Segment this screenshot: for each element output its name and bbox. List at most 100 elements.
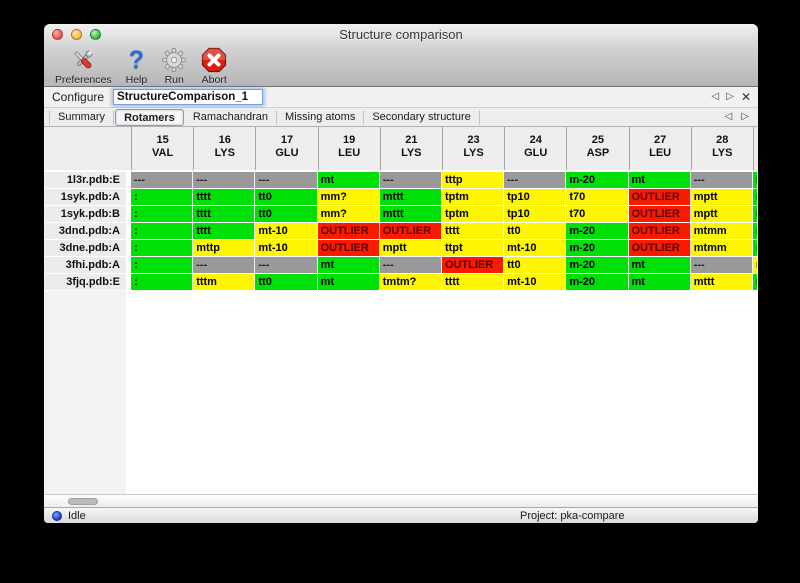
prev-pane-icon[interactable]: ◁ bbox=[711, 91, 720, 102]
rotamer-cell[interactable]: mt bbox=[317, 274, 380, 291]
rotamer-cell[interactable]: mt bbox=[628, 257, 691, 274]
title-bar[interactable]: Structure comparison bbox=[44, 24, 758, 44]
tab-ramachandran[interactable]: Ramachandran bbox=[185, 109, 278, 125]
preferences-button[interactable]: Preferences bbox=[50, 45, 117, 87]
minimize-window-button[interactable] bbox=[71, 29, 82, 40]
rotamer-cell[interactable]: tttp bbox=[441, 172, 505, 189]
rotamer-cell[interactable]: mt-10 bbox=[255, 240, 318, 257]
next-tab-icon[interactable]: ▷ bbox=[741, 111, 749, 122]
rotamer-cell[interactable]: mtmm bbox=[690, 223, 753, 240]
rotamer-cell[interactable]: --- bbox=[690, 257, 753, 274]
rotamer-cell[interactable]: m-20 bbox=[566, 240, 629, 257]
rotamer-cell[interactable]: tt0 bbox=[255, 206, 318, 223]
zoom-window-button[interactable] bbox=[90, 29, 101, 40]
rotamer-cell[interactable]: mt bbox=[628, 274, 691, 291]
rotamer-cell[interactable]: mt bbox=[317, 172, 380, 189]
tab-rotamers[interactable]: Rotamers bbox=[115, 108, 184, 126]
rotamer-cell[interactable]: : bbox=[131, 274, 194, 291]
rotamer-cell[interactable]: mttt bbox=[690, 274, 753, 291]
rotamer-cell[interactable]: tttt bbox=[193, 206, 256, 223]
rotamer-cell-clipped[interactable]: m bbox=[752, 223, 758, 240]
rotamer-cell[interactable]: tttt bbox=[193, 223, 256, 240]
rotamer-cell[interactable]: tptm bbox=[441, 189, 505, 206]
rotamer-cell[interactable]: tt0 bbox=[255, 189, 318, 206]
rotamer-cell[interactable]: mm? bbox=[317, 206, 380, 223]
rotamer-cell[interactable]: tttm bbox=[193, 274, 256, 291]
rotamer-cell[interactable]: : bbox=[131, 206, 194, 223]
rotamer-cell[interactable]: tt0 bbox=[504, 223, 567, 240]
rotamer-cell[interactable]: tt0 bbox=[504, 257, 567, 274]
rotamer-cell-clipped[interactable]: m bbox=[752, 274, 758, 291]
rotamer-cell[interactable]: OUTLIER bbox=[317, 240, 380, 257]
rotamer-cell[interactable]: mttt bbox=[379, 206, 442, 223]
rotamer-cell[interactable]: mt bbox=[317, 257, 380, 274]
tab-missing-atoms[interactable]: Missing atoms bbox=[277, 109, 365, 125]
abort-button[interactable]: Abort bbox=[196, 45, 232, 87]
rotamer-cell[interactable]: t70 bbox=[566, 189, 629, 206]
rotamer-cell[interactable]: --- bbox=[193, 172, 256, 189]
rotamer-cell-clipped[interactable]: m bbox=[752, 257, 758, 274]
rotamer-cell[interactable]: mm? bbox=[317, 189, 380, 206]
rotamer-cell[interactable]: mptt bbox=[379, 240, 442, 257]
close-window-button[interactable] bbox=[52, 29, 63, 40]
rotamer-cell[interactable]: t70 bbox=[566, 206, 629, 223]
rotamer-cell[interactable]: tttt bbox=[441, 274, 505, 291]
run-button[interactable]: Run bbox=[156, 45, 192, 87]
rotamer-cell[interactable]: --- bbox=[131, 172, 194, 189]
rotamer-cell[interactable]: mt-10 bbox=[504, 240, 567, 257]
rotamer-cell[interactable]: tptm bbox=[441, 206, 505, 223]
rotamer-cell-clipped[interactable]: m bbox=[752, 189, 758, 206]
rotamer-cell[interactable]: tttt bbox=[193, 189, 256, 206]
scrollbar-thumb[interactable] bbox=[68, 498, 98, 505]
rotamer-cell[interactable]: m-20 bbox=[566, 223, 629, 240]
rotamer-cell[interactable]: tp10 bbox=[504, 189, 567, 206]
rotamer-cell[interactable]: tt0 bbox=[255, 274, 318, 291]
rotamer-cell[interactable]: mttp bbox=[193, 240, 256, 257]
rotamer-cell[interactable]: : bbox=[131, 223, 194, 240]
rotamer-cell[interactable]: : bbox=[131, 240, 194, 257]
rotamer-cell[interactable]: --- bbox=[193, 257, 256, 274]
rotamer-cell[interactable]: m-20 bbox=[566, 257, 629, 274]
tab-summary[interactable]: Summary bbox=[49, 109, 115, 125]
rotamer-cell[interactable]: tmtm? bbox=[379, 274, 442, 291]
rotamer-cell-clipped[interactable]: m bbox=[752, 240, 758, 257]
configuration-name-input[interactable] bbox=[113, 89, 264, 105]
rotamer-cell[interactable]: --- bbox=[379, 257, 442, 274]
rotamer-cell[interactable]: mtmm bbox=[690, 240, 753, 257]
rotamer-cell[interactable]: tp10 bbox=[504, 206, 567, 223]
rotamer-cell[interactable]: OUTLIER bbox=[628, 189, 691, 206]
prev-tab-icon[interactable]: ◁ bbox=[724, 111, 733, 122]
close-pane-icon[interactable]: ✕ bbox=[740, 90, 751, 104]
rotamer-cell[interactable]: --- bbox=[690, 172, 753, 189]
rotamer-cell[interactable]: OUTLIER bbox=[628, 223, 691, 240]
help-button[interactable]: ? Help bbox=[121, 45, 153, 87]
rotamer-cell[interactable]: OUTLIER bbox=[441, 257, 505, 274]
horizontal-scrollbar[interactable] bbox=[44, 494, 758, 507]
rotamer-cell[interactable]: mt-10 bbox=[504, 274, 567, 291]
rotamer-cell[interactable]: m-20 bbox=[566, 274, 629, 291]
rotamer-cell[interactable]: --- bbox=[504, 172, 567, 189]
rotamer-cell[interactable]: mptt bbox=[690, 206, 753, 223]
rotamer-cell[interactable]: : bbox=[131, 189, 194, 206]
rotamer-cell[interactable]: --- bbox=[255, 257, 318, 274]
rotamer-cell[interactable]: --- bbox=[379, 172, 442, 189]
rotamer-cell[interactable]: mt bbox=[628, 172, 691, 189]
rotamer-cell[interactable]: mt-10 bbox=[255, 223, 318, 240]
rotamer-cell[interactable]: OUTLIER bbox=[628, 206, 691, 223]
rotamer-cell[interactable]: : bbox=[131, 257, 194, 274]
rotamer-cell-clipped[interactable]: m bbox=[752, 172, 758, 189]
rotamer-cell-clipped[interactable]: m bbox=[752, 206, 758, 223]
rotamer-cell[interactable]: --- bbox=[255, 172, 318, 189]
rotamer-cell[interactable]: m-20 bbox=[566, 172, 629, 189]
rotamer-cell[interactable]: mptt bbox=[690, 189, 753, 206]
rotamer-cell[interactable]: ttpt bbox=[441, 240, 505, 257]
rotamer-cell[interactable]: OUTLIER bbox=[379, 223, 442, 240]
rotamer-cell[interactable]: OUTLIER bbox=[628, 240, 691, 257]
rotamer-cell[interactable]: mttt bbox=[379, 189, 442, 206]
next-pane-icon[interactable]: ▷ bbox=[726, 91, 734, 102]
rotamer-cell[interactable]: OUTLIER bbox=[317, 223, 380, 240]
row-label: 1l3r.pdb:E bbox=[44, 172, 126, 189]
tab-secondary-structure[interactable]: Secondary structure bbox=[364, 109, 480, 125]
rotamer-cell[interactable]: tttt bbox=[441, 223, 505, 240]
table-row: 1l3r.pdb:E --- --- --- mt --- tttp --- m-20 mt ---… bbox=[44, 172, 758, 189]
